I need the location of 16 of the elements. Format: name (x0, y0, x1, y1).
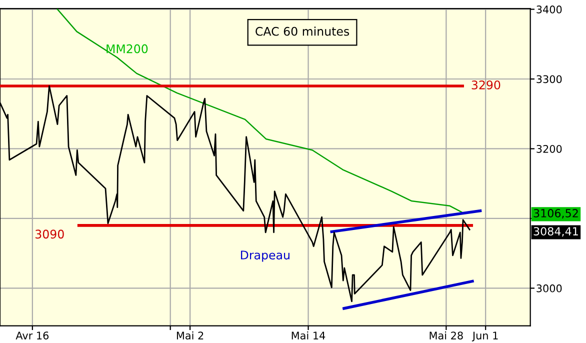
x-tick-label: Mai 28 (430, 331, 463, 340)
y-tick-label: 3000 (536, 284, 562, 292)
x-tick-label: Mai 2 (176, 331, 204, 340)
text: CAC 60 minutes (256, 26, 350, 36)
annotation: Drapeau (240, 250, 290, 262)
y-tick-label: 3400 (536, 6, 562, 14)
annotation: 3090 (36, 230, 64, 239)
text: 3084,41 (534, 227, 578, 237)
y-tick-label: 3300 (536, 75, 562, 84)
text: 3106,52 (534, 208, 578, 219)
annotation: MM200 (106, 44, 148, 54)
x-tick-label: Jun 1 (472, 332, 498, 342)
x-tick-label: Avr 16 (16, 332, 49, 340)
annotation: 3290 (472, 80, 500, 90)
y-tick-label: 3200 (536, 144, 562, 153)
x-tick-label: Mai 14 (292, 331, 326, 340)
